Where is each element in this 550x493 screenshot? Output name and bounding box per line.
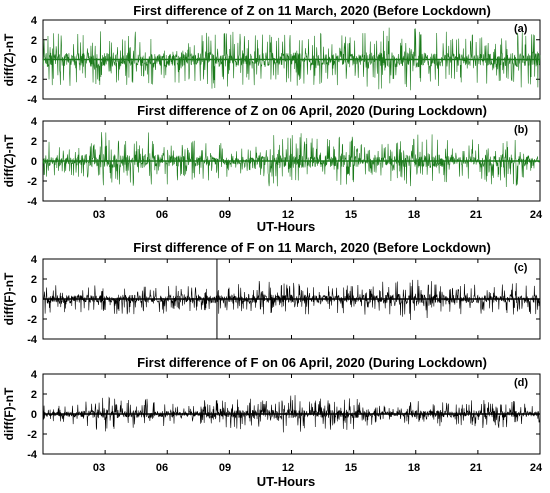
panel-d-ytick-label: -2 <box>27 429 37 441</box>
panel-b-xtick-label: 18 <box>408 209 420 221</box>
panel-d-ytick-label: 4 <box>31 369 38 381</box>
panel-b-letter: (b) <box>514 124 528 136</box>
panel-b-ytick-labels: 4 2 0 -2 -4 <box>27 116 38 208</box>
panel-b-y-axis-label: diff(Z)-nT <box>2 134 16 187</box>
panel-a-y-axis-label: diff(Z)-nT <box>2 33 16 86</box>
panel-a-letter: (a) <box>514 23 528 35</box>
panel-c-ytick-labels: 4 2 0 -2 -4 <box>27 254 38 346</box>
panel-d-xtick-label: 24 <box>530 462 543 474</box>
panel-a-ytick-label: -4 <box>27 94 38 106</box>
panel-c-ytick-label: -2 <box>27 314 37 326</box>
panel-a-ytick-label: 0 <box>31 54 37 66</box>
panel-d-xtick-label: 18 <box>408 462 420 474</box>
panel-a-ytick-labels: 4 2 0 -2 -4 <box>27 15 38 106</box>
panel-d-xtick-label: 09 <box>219 462 231 474</box>
panel-d-title: First difference of F on 06 April, 2020 … <box>137 355 487 370</box>
panel-b-xtick-label: 03 <box>93 209 105 221</box>
panel-d-xtick-label: 21 <box>470 462 482 474</box>
panel-d-xtick-label: 03 <box>93 462 105 474</box>
panel-b-xtick-label: 24 <box>530 209 543 221</box>
panel-d-ytick-labels: 4 2 0 -2 -4 <box>27 369 38 461</box>
panel-b-ytick-label: 2 <box>31 136 37 148</box>
panel-d-ytick-label: 2 <box>31 389 37 401</box>
panel-b-ytick-label: 0 <box>31 156 37 168</box>
panel-c-ytick-label: 0 <box>31 294 37 306</box>
panel-a: First difference of Z on 11 March, 2020 … <box>2 3 541 106</box>
panel-b: First difference of Z on 06 April, 2020 … <box>2 103 543 234</box>
panel-d-ytick-label: -4 <box>27 449 38 461</box>
panel-b-series <box>42 120 541 202</box>
panel-a-trace <box>42 27 541 91</box>
panel-a-ytick-label: 4 <box>31 15 38 27</box>
panel-c-series <box>42 258 541 340</box>
panel-d-y-axis-label: diff(F)-nT <box>2 387 16 440</box>
panel-a-title: First difference of Z on 11 March, 2020 … <box>133 3 491 18</box>
panel-c: First difference of F on 11 March, 2020 … <box>2 240 541 346</box>
panel-c-trace <box>42 279 541 321</box>
panel-b-ytick-label: -4 <box>27 196 38 208</box>
panel-b-xtick-label: 06 <box>156 209 168 221</box>
panel-a-series <box>42 19 541 100</box>
panel-c-ytick-label: -4 <box>27 334 38 346</box>
panel-b-x-axis-label: UT-Hours <box>257 219 316 234</box>
panel-c-ytick-label: 2 <box>31 274 37 286</box>
panel-b-xtick-labels: 03 06 09 12 15 18 21 24 <box>93 209 543 221</box>
panel-c-ytick-label: 4 <box>31 254 38 266</box>
panel-d-xtick-label: 12 <box>282 462 294 474</box>
panel-a-ytick-label: 2 <box>31 35 37 47</box>
panel-b-ytick-label: -2 <box>27 176 37 188</box>
panel-d-x-axis-label: UT-Hours <box>257 474 316 489</box>
panel-b-ytick-label: 4 <box>31 116 38 128</box>
panel-b-xtick-label: 09 <box>219 209 231 221</box>
panel-d-xtick-labels: 03 06 09 12 15 18 21 24 <box>93 462 543 474</box>
panel-d-letter: (d) <box>514 377 528 389</box>
panel-d: First difference of F on 06 April, 2020 … <box>2 355 543 489</box>
panel-c-title: First difference of F on 11 March, 2020 … <box>133 240 491 255</box>
panel-a-ytick-label: -2 <box>27 74 37 86</box>
panel-b-xtick-label: 12 <box>282 209 294 221</box>
panel-b-xtick-label: 21 <box>470 209 482 221</box>
panel-b-xtick-label: 15 <box>345 209 357 221</box>
panel-d-series <box>42 373 541 455</box>
panel-c-letter: (c) <box>514 262 528 274</box>
panel-d-ytick-label: 0 <box>31 409 37 421</box>
panel-d-xtick-label: 15 <box>345 462 357 474</box>
panel-c-y-axis-label: diff(F)-nT <box>2 272 16 325</box>
panel-b-title: First difference of Z on 06 April, 2020 … <box>137 103 487 118</box>
panel-d-xtick-label: 06 <box>156 462 168 474</box>
